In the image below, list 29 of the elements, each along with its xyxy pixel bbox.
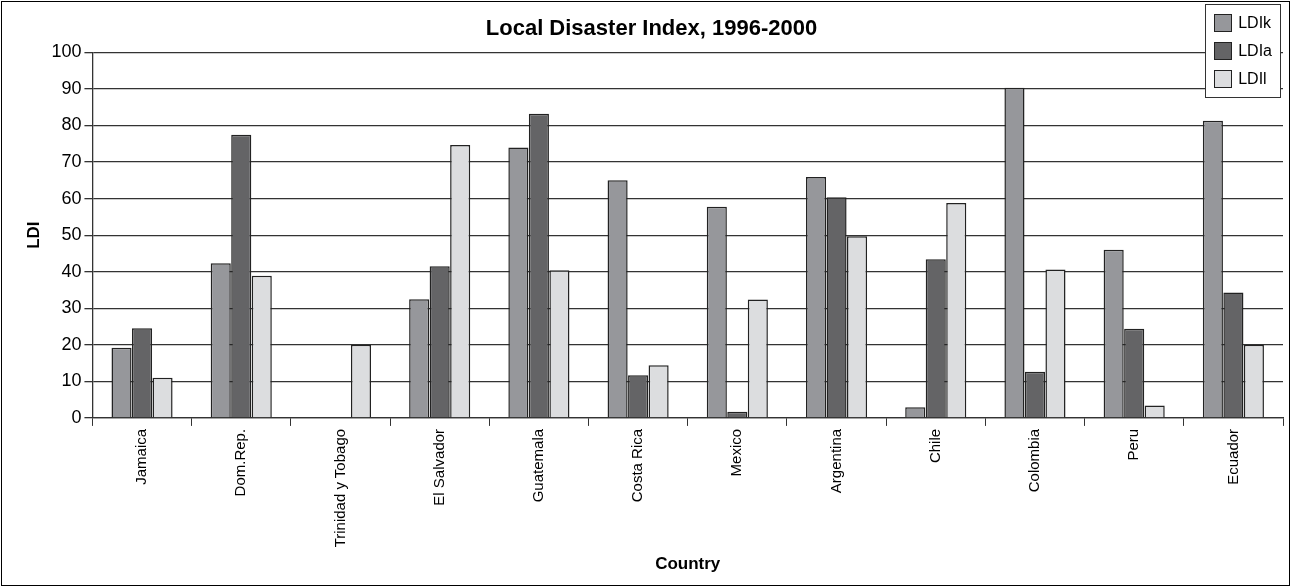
x-tick-label: Dom.Rep.: [231, 428, 249, 497]
legend-label: LDIl: [1238, 70, 1267, 88]
y-tick-label: 80: [61, 114, 82, 135]
x-tick-label: Ecuador: [1223, 428, 1241, 485]
x-tick-label: Jamaica: [132, 428, 150, 485]
y-tick-label: 0: [71, 406, 82, 427]
x-tick-label: Chile: [925, 428, 943, 464]
y-tick-label: 90: [61, 77, 82, 98]
x-tick-label: Trinidad y Tobago: [330, 428, 348, 548]
y-tick-label: 50: [61, 224, 82, 245]
x-tick-label: Costa Rica: [628, 428, 646, 503]
y-tick-label: 20: [61, 333, 82, 354]
chart-title: Local Disaster Index, 1996-2000: [485, 15, 818, 41]
y-tick-label: 70: [61, 151, 82, 172]
y-tick-label: 40: [61, 260, 82, 281]
x-tick-label: Mexico: [727, 428, 745, 477]
y-axis-title: LDI: [23, 221, 43, 249]
x-axis-title: Country: [655, 554, 721, 574]
y-tick-label: 60: [61, 187, 82, 208]
x-tick-label: Guatemala: [529, 428, 547, 503]
y-tick-label: 10: [61, 370, 82, 391]
y-tick-label: 100: [51, 41, 82, 62]
legend-label: LDIa: [1238, 42, 1272, 60]
legend-label: LDIk: [1238, 14, 1272, 32]
y-tick-label: 30: [61, 297, 82, 318]
x-tick-label: El Salvador: [429, 428, 447, 506]
x-tick-label: Colombia: [1025, 428, 1043, 493]
x-tick-label: Argentina: [826, 428, 844, 494]
x-tick-label: Peru: [1124, 428, 1142, 461]
